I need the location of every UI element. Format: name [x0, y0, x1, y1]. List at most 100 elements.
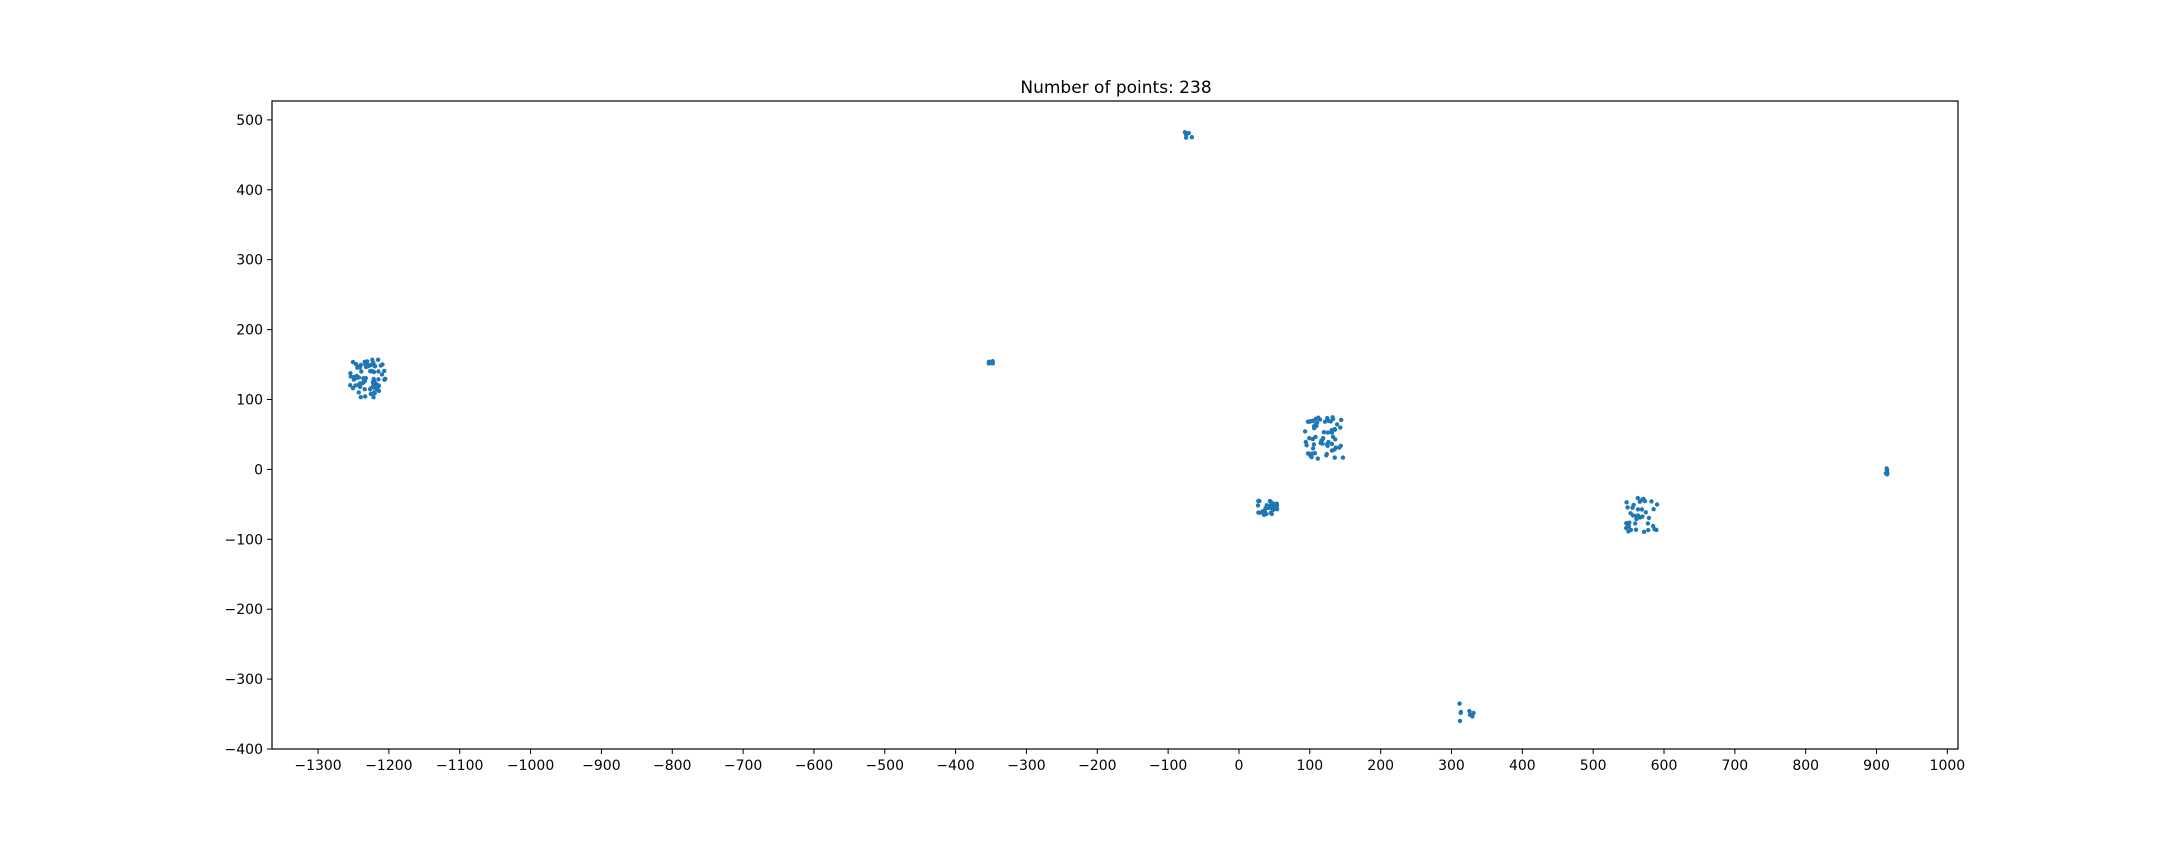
data-point: [1649, 499, 1654, 504]
x-tick-label: −300: [1007, 758, 1045, 774]
data-point: [376, 369, 381, 374]
data-point: [1182, 130, 1188, 135]
data-point: [1333, 437, 1338, 442]
data-point: [360, 381, 365, 386]
data-points: [348, 130, 1890, 724]
data-point: [1270, 501, 1276, 507]
x-tick-label: −200: [1078, 758, 1116, 774]
data-point: [1302, 429, 1308, 434]
data-point: [1268, 505, 1273, 511]
data-point: [362, 387, 367, 392]
data-point: [1322, 419, 1328, 424]
data-point: [1628, 511, 1633, 516]
data-point: [1320, 436, 1326, 441]
data-point: [356, 375, 362, 380]
data-point: [1626, 529, 1631, 534]
data-point: [1269, 511, 1275, 517]
data-point: [1634, 516, 1639, 522]
data-point: [1624, 525, 1629, 531]
data-point: [1654, 502, 1660, 507]
x-tick-label: −600: [795, 758, 833, 774]
data-point: [1645, 521, 1651, 526]
data-point: [356, 390, 361, 395]
data-point: [1642, 498, 1648, 504]
data-point: [1470, 714, 1475, 719]
y-tick-label: −400: [225, 742, 263, 758]
data-point: [1315, 456, 1321, 461]
x-tick-label: −700: [724, 758, 762, 774]
data-point: [356, 382, 361, 388]
data-point: [372, 364, 378, 369]
x-tick-label: 700: [1721, 758, 1748, 774]
data-point: [1317, 417, 1323, 422]
y-tick-label: 300: [236, 253, 263, 269]
data-point: [1337, 445, 1342, 450]
data-point: [366, 364, 371, 369]
data-point: [1625, 505, 1630, 510]
data-point: [1654, 527, 1659, 533]
x-tick-label: 300: [1438, 758, 1465, 774]
data-point: [1635, 495, 1641, 501]
x-tick-label: −1300: [294, 758, 341, 774]
data-point: [1650, 523, 1656, 529]
data-point: [365, 359, 370, 364]
data-point: [371, 395, 376, 400]
data-point: [1326, 418, 1332, 424]
x-tick-label: 900: [1863, 758, 1890, 774]
data-point: [348, 374, 353, 379]
data-point: [990, 359, 995, 364]
data-point: [1318, 440, 1323, 446]
data-point: [1267, 498, 1273, 504]
data-point: [348, 371, 353, 376]
data-point: [1255, 503, 1261, 508]
y-tick-label: 200: [236, 323, 263, 339]
y-tick-label: 500: [236, 113, 263, 129]
x-tick-label: 800: [1792, 758, 1819, 774]
x-tick-label: 1000: [1930, 758, 1966, 774]
x-tick-label: −800: [653, 758, 691, 774]
x-tick-label: −100: [1149, 758, 1187, 774]
data-point: [1313, 434, 1318, 440]
data-point: [382, 368, 387, 374]
x-tick-label: 0: [1235, 758, 1244, 774]
data-point: [1334, 422, 1340, 427]
data-point: [1635, 507, 1641, 512]
x-tick-label: −400: [936, 758, 974, 774]
data-point: [1467, 708, 1472, 714]
data-point: [1634, 513, 1639, 519]
data-point: [1651, 507, 1656, 512]
x-tick-label: 600: [1651, 758, 1678, 774]
data-point: [1307, 436, 1312, 441]
data-point: [380, 362, 385, 367]
y-tick-label: −100: [225, 532, 263, 548]
x-tick-label: 100: [1296, 758, 1323, 774]
data-point: [1257, 498, 1262, 504]
data-point: [1332, 455, 1337, 460]
x-tick-label: 400: [1509, 758, 1536, 774]
data-point: [367, 387, 373, 392]
plot-area: [271, 100, 1959, 750]
data-point: [371, 378, 377, 383]
data-point: [1325, 430, 1331, 435]
data-point: [1257, 510, 1263, 515]
data-point: [1633, 521, 1638, 526]
chart-title: Number of points: 238: [1020, 78, 1211, 98]
data-point: [379, 372, 385, 377]
data-point: [1311, 442, 1317, 447]
data-point: [1329, 430, 1335, 435]
data-point: [1631, 502, 1636, 508]
data-point: [376, 383, 381, 388]
data-point: [1640, 514, 1645, 519]
data-point: [1304, 443, 1309, 448]
data-point: [350, 386, 356, 391]
data-point: [1330, 416, 1336, 422]
data-point: [1338, 425, 1343, 430]
data-point: [1458, 710, 1463, 715]
data-point: [1273, 506, 1278, 511]
x-tick-label: −1100: [436, 758, 483, 774]
data-point: [358, 395, 363, 400]
data-point: [1884, 466, 1889, 471]
x-tick-label: −1000: [507, 758, 554, 774]
